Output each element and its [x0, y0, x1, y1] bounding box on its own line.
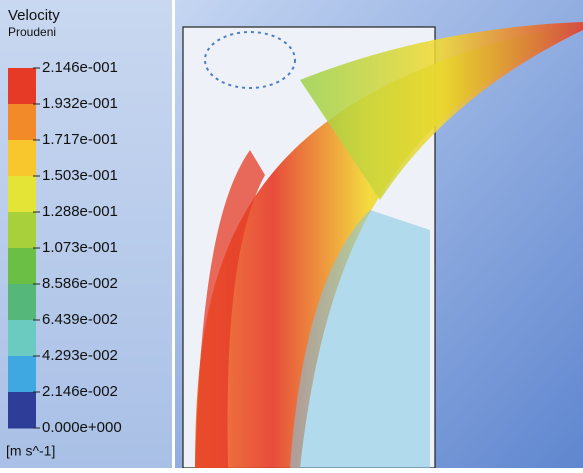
tick-label: 1.717e-001 — [42, 131, 118, 148]
tick-label: 4.293e-002 — [42, 347, 118, 364]
color-band — [8, 140, 36, 177]
tick-label: 0.000e+000 — [42, 419, 122, 436]
tick-label: 1.288e-001 — [42, 203, 118, 220]
tick-label: 1.932e-001 — [42, 95, 118, 112]
color-band — [8, 320, 36, 357]
legend-subtitle: Proudeni — [8, 25, 56, 39]
legend-title: Velocity — [8, 7, 60, 24]
color-band — [8, 392, 36, 429]
tick-label: 2.146e-002 — [42, 383, 118, 400]
tick-label: 6.439e-002 — [42, 311, 118, 328]
color-band — [8, 176, 36, 213]
tick-label: 2.146e-001 — [42, 59, 118, 76]
color-band — [8, 284, 36, 321]
tick-label: 8.586e-002 — [42, 275, 118, 292]
tick-label: 1.503e-001 — [42, 167, 118, 184]
color-band — [8, 68, 36, 105]
legend-unit: [m s^-1] — [6, 443, 55, 459]
color-band — [8, 212, 36, 249]
color-band — [8, 104, 36, 141]
tick-label: 1.073e-001 — [42, 239, 118, 256]
color-band — [8, 248, 36, 285]
color-band — [8, 356, 36, 393]
screenshot: Velocity Proudeni 2.146e-001 1.932e-001 1.… — [0, 0, 583, 468]
